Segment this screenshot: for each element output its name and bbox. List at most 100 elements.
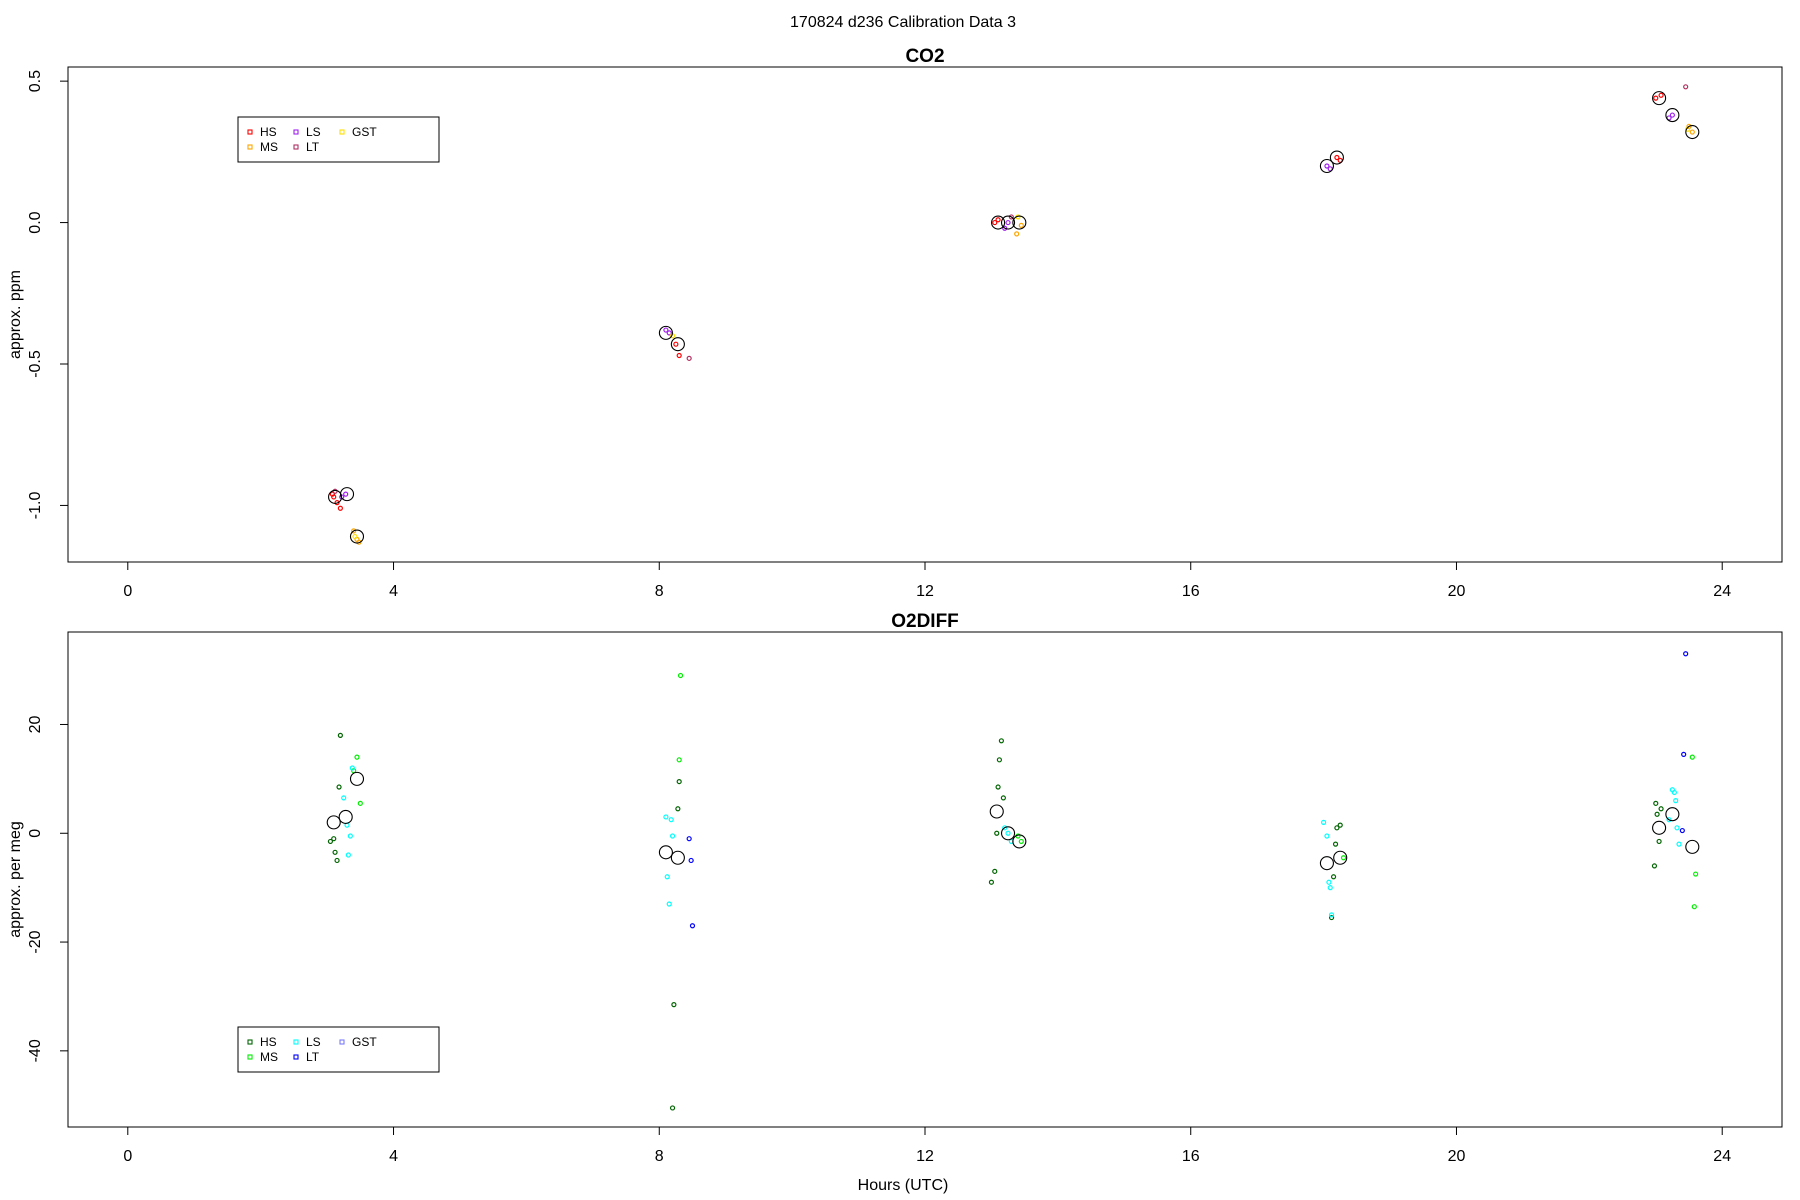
data-point [1658, 806, 1664, 812]
data-point [1683, 84, 1689, 90]
legend-label: MS [260, 1050, 278, 1064]
legend-item-hs: HS [247, 125, 277, 139]
data-point [347, 833, 353, 839]
y-tick-label: 0.0 [27, 211, 44, 233]
y-axis: -1.0 -0.5 0.0 0.5 approx. ppm [7, 70, 69, 520]
legend-swatch [339, 129, 345, 135]
x-axis-label: Hours (UTC) [858, 1177, 949, 1194]
average-point [1685, 125, 1700, 140]
data-point [686, 355, 692, 361]
legend-item-lt: LT [293, 140, 320, 154]
legend-label: HS [260, 1035, 277, 1049]
average-markers [328, 91, 1700, 544]
data-point [1656, 838, 1662, 845]
data-point [341, 795, 347, 801]
series-ms [351, 672, 1699, 910]
average-point [1333, 850, 1348, 865]
data-point [988, 879, 995, 885]
x-tick-label: 8 [655, 1148, 664, 1165]
legend-label: GST [352, 125, 377, 139]
legend-swatch [293, 1039, 299, 1045]
data-point [334, 857, 340, 864]
series-hs [329, 92, 1664, 511]
panel-co2: CO2 0 4 8 12 16 20 24 -1.0 -0.5 0.0 0.5 approx. ppm H… [7, 46, 1783, 600]
average-point [670, 850, 685, 865]
average-point [658, 845, 673, 860]
data-point [1005, 830, 1011, 836]
data-point [1324, 833, 1330, 839]
legend-item-ms: MS [247, 140, 278, 154]
data-point [669, 1105, 676, 1111]
legend-item-ms: MS [247, 1050, 278, 1064]
data-point [1681, 751, 1687, 757]
average-point [1665, 807, 1680, 822]
data-point [351, 528, 357, 534]
data-point [676, 778, 682, 785]
y-tick-label: 0 [27, 829, 44, 838]
legend-item-ls: LS [293, 1035, 321, 1049]
legend-item-gst: GST [339, 125, 377, 139]
data-point [1693, 871, 1699, 877]
average-point [991, 215, 1006, 230]
data-point [676, 757, 682, 763]
data-point [1000, 795, 1006, 801]
data-point [1326, 879, 1332, 885]
data-point [1671, 789, 1677, 796]
x-tick-label: 12 [916, 1148, 934, 1165]
data-point [1658, 92, 1664, 98]
data-point [688, 857, 694, 864]
data-point [1002, 225, 1008, 231]
y-tick-label: -20 [27, 930, 44, 953]
data-point [995, 217, 1001, 223]
data-point [357, 800, 363, 806]
data-point [1653, 800, 1659, 806]
average-point [1652, 820, 1667, 835]
data-point [1328, 912, 1335, 918]
y-axis-label: approx. ppm [7, 270, 24, 359]
figure-title: 170824 d236 Calibration Data 3 [790, 14, 1016, 31]
data-point [337, 732, 343, 738]
x-tick-label: 8 [655, 583, 664, 600]
data-point [668, 817, 674, 823]
data-point [992, 219, 998, 226]
data-point [331, 494, 337, 500]
legend-label: MS [260, 140, 278, 154]
data-point [1332, 841, 1339, 847]
average-point [338, 809, 353, 824]
legend-label: LS [306, 1035, 321, 1049]
panel-title: O2DIFF [891, 611, 959, 632]
series-gst [352, 126, 1691, 540]
average-point [1000, 826, 1016, 841]
data-point [666, 901, 672, 907]
data-point [1654, 811, 1660, 817]
data-point [1321, 819, 1327, 825]
data-point [1676, 841, 1682, 847]
data-point [1334, 825, 1340, 831]
y-tick-label: -1.0 [27, 492, 44, 520]
x-axis: 0 4 8 12 16 20 24 [123, 561, 1731, 600]
average-point [1329, 150, 1344, 165]
series-ls [341, 765, 1682, 918]
data-point [666, 330, 672, 336]
data-point [994, 830, 1000, 836]
average-point [670, 337, 685, 352]
data-point [332, 488, 338, 494]
data-point [677, 672, 684, 679]
legend-swatch [293, 129, 299, 135]
x-tick-label: 16 [1182, 1148, 1200, 1165]
data-point [1002, 825, 1008, 831]
data-point [1666, 817, 1672, 823]
legend-swatch [247, 144, 253, 150]
legend-item-ls: LS [293, 125, 321, 139]
data-point [992, 868, 998, 874]
x-tick-label: 20 [1448, 583, 1466, 600]
average-point [1685, 839, 1700, 854]
legend-item-hs: HS [247, 1035, 277, 1049]
data-point [1334, 154, 1340, 161]
data-point [1337, 822, 1343, 828]
average-point [1319, 856, 1334, 871]
data-point [686, 836, 692, 842]
